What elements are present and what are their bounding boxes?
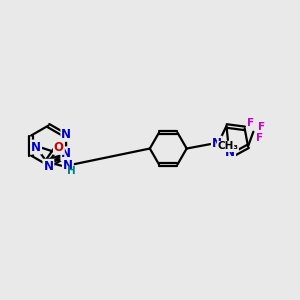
Text: N: N xyxy=(212,137,222,150)
Text: F: F xyxy=(258,122,265,132)
Text: F: F xyxy=(256,134,264,143)
Text: H: H xyxy=(67,166,76,176)
Text: N: N xyxy=(61,147,71,160)
Text: O: O xyxy=(54,141,64,154)
Text: F: F xyxy=(248,118,254,128)
Text: N: N xyxy=(44,160,53,173)
Text: CH₃: CH₃ xyxy=(218,142,239,152)
Text: N: N xyxy=(31,141,41,154)
Text: N: N xyxy=(63,159,73,172)
Text: N: N xyxy=(225,146,235,159)
Text: N: N xyxy=(61,128,71,141)
